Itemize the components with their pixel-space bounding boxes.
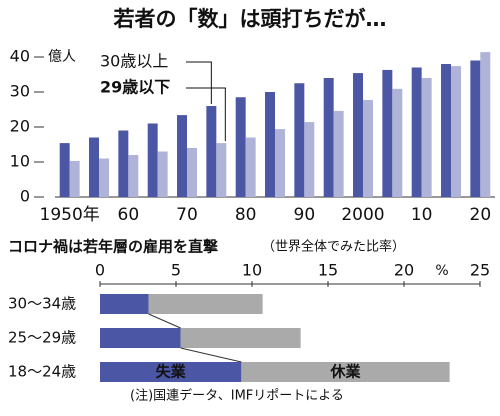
x-tick-label: 15 — [318, 261, 338, 280]
y-tick-label: 18～24歳 — [8, 363, 76, 381]
bar — [177, 115, 187, 197]
x-tick-label: 60 — [118, 205, 140, 225]
x-tick-label: 80 — [235, 205, 257, 225]
leader — [186, 61, 212, 104]
legend-label: 失業 — [156, 363, 187, 381]
y-tick-label: 30～34歳 — [8, 295, 76, 313]
x-tick-label: 90 — [294, 205, 316, 225]
bar — [59, 143, 70, 197]
connector — [180, 347, 242, 363]
bar — [118, 130, 129, 197]
bar — [216, 143, 227, 197]
y-tick-label: 0 — [20, 187, 30, 206]
bar — [157, 151, 168, 197]
connector — [148, 313, 181, 329]
bar — [241, 362, 450, 382]
bar — [265, 92, 275, 197]
y-tick-label: 10 — [10, 152, 30, 171]
bar — [245, 137, 256, 197]
x-tick-label: 0 — [95, 261, 105, 280]
bar — [69, 160, 80, 197]
bar — [451, 66, 461, 197]
note: (注)国連データ、IMFリポートによる — [130, 388, 344, 404]
legend-label: 30歳以上 — [100, 52, 168, 71]
chart-title: 若者の「数」は頭打ちだが… — [113, 7, 387, 31]
bar — [89, 137, 99, 197]
x-tick-label: 20 — [394, 261, 414, 280]
chart-title: コロナ禍は若年層の雇用を直撃 — [8, 238, 218, 256]
legend-label: 休業 — [329, 363, 361, 381]
bar — [470, 60, 481, 197]
bar — [333, 110, 344, 197]
bar — [304, 122, 315, 197]
bar — [363, 100, 373, 197]
bar — [323, 78, 334, 197]
x-tick-label: 20 — [470, 205, 492, 225]
y-tick-label: 25～29歳 — [8, 329, 76, 347]
x-tick-label: 1950年 — [40, 205, 100, 225]
bar — [411, 67, 422, 197]
x-tick-label: 2000 — [341, 205, 384, 225]
bar — [421, 78, 432, 197]
x-tick-label: 70 — [176, 205, 198, 225]
legend-label: 29歳以下 — [100, 78, 170, 97]
chart-subtitle: （世界全体でみた比率） — [262, 239, 405, 255]
bar — [441, 64, 451, 197]
y-tick-label: 20 — [10, 117, 30, 136]
bar — [100, 294, 149, 314]
x-tick-label: 25 — [470, 261, 490, 280]
bar — [147, 123, 158, 197]
bar — [382, 69, 393, 197]
bar — [353, 73, 363, 197]
bar — [235, 97, 246, 197]
x-tick-label: 5 — [171, 261, 181, 280]
bar — [480, 52, 491, 197]
bar — [180, 328, 301, 348]
bar — [294, 83, 305, 197]
bar — [187, 148, 197, 197]
y-tick-label: 30 — [10, 82, 30, 101]
y-unit: 億人 — [48, 49, 76, 65]
x-tick-label: 10 — [411, 205, 433, 225]
bar — [275, 129, 285, 197]
x-tick-label: 10 — [242, 261, 262, 280]
bar — [128, 155, 139, 197]
y-tick-label: 40 — [10, 47, 30, 66]
bar — [392, 88, 403, 197]
x-unit: % — [435, 263, 448, 279]
bar — [99, 158, 109, 197]
leader — [186, 87, 226, 142]
bar — [100, 362, 242, 382]
bar — [206, 106, 217, 197]
bar — [148, 294, 263, 314]
bar — [100, 328, 181, 348]
